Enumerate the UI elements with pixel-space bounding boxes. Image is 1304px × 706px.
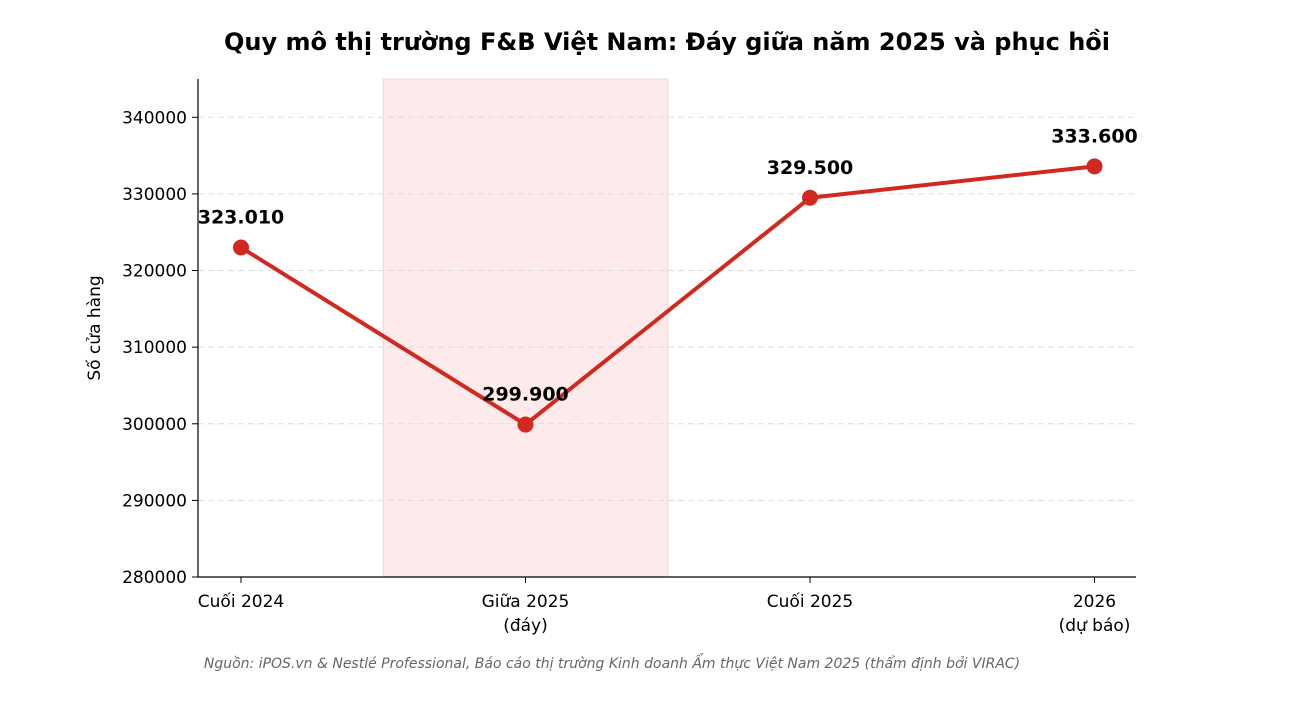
- data-label: 333.600: [1051, 125, 1138, 147]
- series-line: [239, 164, 1097, 427]
- y-axis-label: Số cửa hàng: [84, 275, 105, 380]
- y-tick-label: 280000: [122, 568, 187, 588]
- data-point: [517, 416, 534, 433]
- source-note: Nguồn: iPOS.vn & Nestlé Professional, Bá…: [204, 653, 1020, 672]
- data-point: [802, 189, 818, 206]
- data-point: [233, 239, 249, 256]
- x-tick-label: Cuối 2024: [198, 591, 284, 612]
- x-tick-label: (đáy): [503, 616, 548, 636]
- trough-highlight-band: [382, 78, 669, 578]
- data-point: [1086, 158, 1103, 175]
- chart-title: Quy mô thị trường F&B Việt Nam: Đáy giữa…: [224, 28, 1110, 56]
- y-tick-label: 310000: [122, 338, 187, 358]
- y-tick-label: 340000: [122, 108, 187, 128]
- x-tick-label: Giữa 2025: [482, 592, 570, 612]
- plot-area: 280000 290000 300000 310000 320000 330000 3400…: [122, 78, 1138, 636]
- x-tick-label: 2026: [1073, 592, 1116, 612]
- y-tick-label: 320000: [122, 262, 187, 282]
- y-tick-label: 300000: [122, 415, 187, 435]
- y-tick-label: 330000: [122, 185, 187, 205]
- x-tick-label: (dự báo): [1059, 616, 1131, 636]
- data-label: 299.900: [482, 384, 569, 406]
- data-label: 329.500: [767, 157, 854, 179]
- y-tick-label: 290000: [122, 491, 187, 511]
- data-label: 323.010: [198, 206, 285, 228]
- x-tick-label: Cuối 2025: [767, 591, 853, 612]
